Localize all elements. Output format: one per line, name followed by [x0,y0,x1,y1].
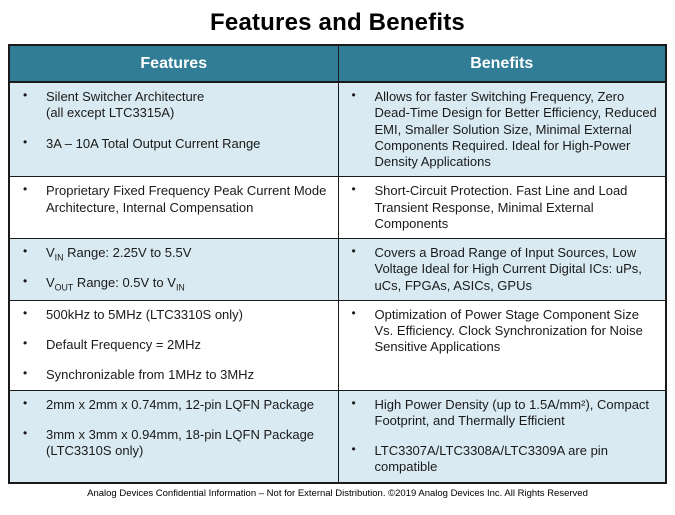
table-row: 500kHz to 5MHz (LTC3310S only) Default Fr… [10,299,666,390]
bullet-item: VIN Range: 2.25V to 5.5V [10,244,334,262]
features-cell: Silent Switcher Architecture(all except … [10,83,338,176]
table-header-row: Features Benefits [10,46,665,83]
table-body: Silent Switcher Architecture(all except … [10,83,665,482]
features-cell: Proprietary Fixed Frequency Peak Current… [10,177,338,238]
benefits-cell: Allows for faster Switching Frequency, Z… [337,83,666,177]
bullet-item: Default Frequency = 2MHz [10,336,334,353]
bullet-item: LTC3307A/LTC3308A/LTC3309A are pin compa… [339,442,662,476]
column-header-benefits: Benefits [337,46,666,81]
column-header-features: Features [140,54,208,72]
bullet-item: Synchronizable from 1MHz to 3MHz [10,366,334,383]
bullet-item: Proprietary Fixed Frequency Peak Current… [10,182,334,216]
table-row: 2mm x 2mm x 0.74mm, 12-pin LQFN Package 3… [10,389,666,482]
bullet-list: Silent Switcher Architecture(all except … [10,88,334,152]
bullet-item: Covers a Broad Range of Input Sources, L… [339,244,662,294]
benefits-cell: Short-Circuit Protection. Fast Line and … [337,177,666,238]
bullet-list: High Power Density (up to 1.5A/mm²), Com… [339,396,662,476]
table-row: VIN Range: 2.25V to 5.5V VOUT Range: 0.5V… [10,238,665,300]
benefits-cell: Optimization of Power Stage Component Si… [337,300,666,390]
bullet-item: VOUT Range: 0.5V to VIN [10,274,334,292]
bullet-list: Proprietary Fixed Frequency Peak Current… [10,182,334,216]
features-cell: 500kHz to 5MHz (LTC3310S only) Default Fr… [10,301,338,390]
benefits-cell: Covers a Broad Range of Input Sources, L… [337,239,666,300]
bullet-list: 500kHz to 5MHz (LTC3310S only) Default Fr… [10,306,334,384]
bullet-list: Covers a Broad Range of Input Sources, L… [339,244,662,294]
features-cell: VIN Range: 2.25V to 5.5V VOUT Range: 0.5V… [10,239,338,300]
bullet-item: High Power Density (up to 1.5A/mm²), Com… [339,396,662,430]
bullet-item: 3mm x 3mm x 0.94mm, 18-pin LQFN Package(… [10,426,334,460]
bullet-list: Short-Circuit Protection. Fast Line and … [339,182,662,232]
bullet-item: Allows for faster Switching Frequency, Z… [339,88,662,170]
bullet-item: Short-Circuit Protection. Fast Line and … [339,182,662,232]
features-benefits-table: Features Benefits Silent Switcher Archit… [8,44,667,484]
bullet-item: 500kHz to 5MHz (LTC3310S only) [10,306,334,323]
table-row: Silent Switcher Architecture(all except … [10,83,666,177]
benefits-cell: High Power Density (up to 1.5A/mm²), Com… [337,390,666,482]
table-row: Proprietary Fixed Frequency Peak Current… [10,176,665,238]
bullet-item: Silent Switcher Architecture(all except … [10,88,334,122]
bullet-item: 3A – 10A Total Output Current Range [10,134,334,152]
bullet-list: VIN Range: 2.25V to 5.5V VOUT Range: 0.5V… [10,244,334,292]
bullet-list: 2mm x 2mm x 0.74mm, 12-pin LQFN Package 3… [10,395,334,460]
page-title: Features and Benefits [210,9,465,36]
bullet-item: 2mm x 2mm x 0.74mm, 12-pin LQFN Package [10,395,334,413]
bullet-item: Optimization of Power Stage Component Si… [339,306,662,356]
slide: Features and Benefits Features Benefits … [0,9,675,499]
bullet-list: Optimization of Power Stage Component Si… [339,306,662,356]
features-cell: 2mm x 2mm x 0.74mm, 12-pin LQFN Package 3… [10,391,338,482]
bullet-list: Allows for faster Switching Frequency, Z… [339,88,662,170]
footer-text: Analog Devices Confidential Information … [87,487,588,499]
